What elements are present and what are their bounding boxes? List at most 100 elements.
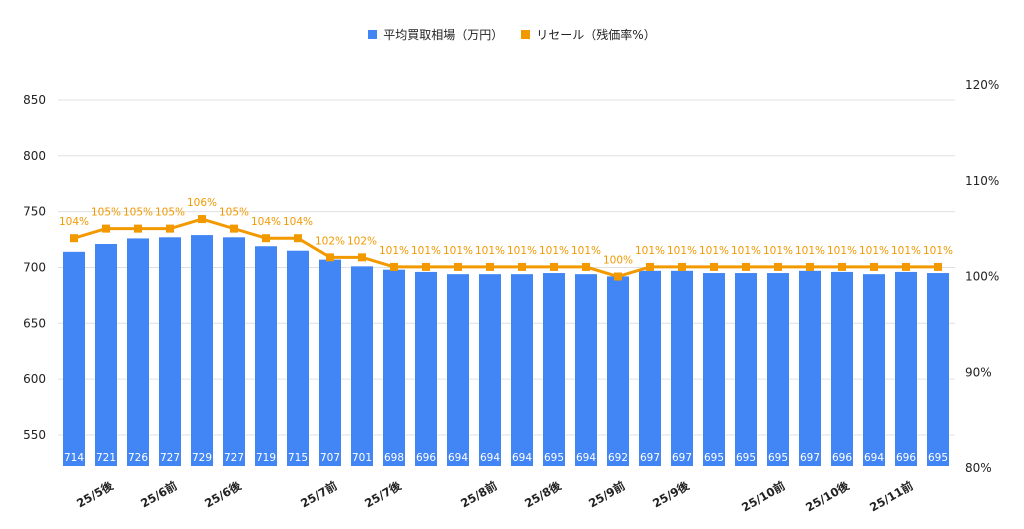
line-value-label: 101% xyxy=(795,245,825,257)
line-point xyxy=(166,224,174,233)
bar-value-label: 701 xyxy=(352,452,372,464)
bar-value-label: 696 xyxy=(416,452,436,464)
line-value-label: 101% xyxy=(635,245,665,257)
bar xyxy=(415,271,437,466)
bar-value-label: 729 xyxy=(192,452,212,464)
line-value-label: 101% xyxy=(699,245,729,257)
line-point xyxy=(934,262,942,271)
left-tick-label: 550 xyxy=(23,428,46,442)
bar-value-label: 695 xyxy=(544,452,564,464)
line-value-label: 101% xyxy=(923,245,953,257)
bar-value-label: 694 xyxy=(864,452,884,464)
bar xyxy=(383,269,405,466)
line-point xyxy=(294,234,302,243)
line-point xyxy=(486,262,494,271)
legend-item-bar[interactable]: 平均買取相場（万円） xyxy=(368,26,503,43)
bar-value-label: 726 xyxy=(128,452,148,464)
bar xyxy=(799,270,821,466)
bar xyxy=(127,238,149,466)
line-point xyxy=(806,262,814,271)
x-tick-label: 25/6後 xyxy=(202,478,244,510)
bar xyxy=(159,237,181,466)
line-point xyxy=(838,262,846,271)
bar-value-label: 697 xyxy=(640,452,660,464)
line-point xyxy=(422,262,430,271)
line-point xyxy=(614,272,622,281)
bar-value-label: 714 xyxy=(64,452,84,464)
line-point xyxy=(70,234,78,243)
bar-value-label: 695 xyxy=(768,452,788,464)
line-point xyxy=(262,234,270,243)
bar-value-label: 694 xyxy=(512,452,532,464)
x-tick-label: 25/6前 xyxy=(138,478,180,510)
right-tick-label: 100% xyxy=(965,270,999,284)
left-tick-label: 850 xyxy=(23,93,46,107)
bar-value-label: 698 xyxy=(384,452,404,464)
bar xyxy=(703,273,725,466)
legend-label-line: リセール（残価率%） xyxy=(536,28,656,42)
bar xyxy=(767,273,789,466)
legend-item-line[interactable]: リセール（残価率%） xyxy=(521,26,656,43)
line-point xyxy=(870,262,878,271)
line-point xyxy=(518,262,526,271)
left-tick-label: 750 xyxy=(23,205,46,219)
bar-value-label: 694 xyxy=(480,452,500,464)
bar xyxy=(831,271,853,466)
line-point xyxy=(742,262,750,271)
bar-value-label: 727 xyxy=(224,452,244,464)
right-tick-label: 90% xyxy=(965,365,992,379)
line-value-label: 101% xyxy=(859,245,889,257)
bar xyxy=(543,273,565,466)
bar xyxy=(479,274,501,466)
line-value-label: 101% xyxy=(891,245,921,257)
line-value-label: 104% xyxy=(59,216,89,228)
right-tick-label: 120% xyxy=(965,78,999,92)
line-value-label: 102% xyxy=(315,235,345,247)
line-value-label: 105% xyxy=(91,207,121,219)
line-point xyxy=(102,224,110,233)
line-value-label: 100% xyxy=(603,255,633,267)
left-tick-label: 800 xyxy=(23,149,46,163)
bar-value-label: 694 xyxy=(448,452,468,464)
bar xyxy=(319,259,341,466)
bar xyxy=(351,266,373,466)
x-tick-label: 25/9前 xyxy=(586,478,628,510)
x-tick-label: 25/9後 xyxy=(650,478,692,510)
x-tick-label: 25/5後 xyxy=(74,478,116,510)
line-point xyxy=(902,262,910,271)
line-point xyxy=(198,215,206,224)
line-value-label: 105% xyxy=(123,207,153,219)
line-value-label: 105% xyxy=(155,207,185,219)
line-value-label: 106% xyxy=(187,197,217,209)
line-value-label: 101% xyxy=(667,245,697,257)
bar-value-label: 692 xyxy=(608,452,628,464)
line-value-label: 105% xyxy=(219,207,249,219)
bar xyxy=(575,274,597,466)
line-point xyxy=(550,262,558,271)
line-value-label: 101% xyxy=(475,245,505,257)
bar-value-label: 719 xyxy=(256,452,276,464)
legend: 平均買取相場（万円） リセール（残価率%） xyxy=(0,26,1024,43)
bar xyxy=(287,250,309,466)
line-value-label: 101% xyxy=(763,245,793,257)
bar xyxy=(447,274,469,466)
bar xyxy=(95,244,117,466)
bar-value-label: 697 xyxy=(672,452,692,464)
line-value-label: 102% xyxy=(347,235,377,247)
bar xyxy=(671,270,693,466)
bar xyxy=(895,271,917,466)
right-tick-label: 110% xyxy=(965,174,999,188)
line-point xyxy=(134,224,142,233)
bar-value-label: 696 xyxy=(896,452,916,464)
x-tick-label: 25/7前 xyxy=(298,478,340,510)
line-value-label: 101% xyxy=(443,245,473,257)
legend-swatch-line xyxy=(521,30,531,39)
line-point xyxy=(774,262,782,271)
left-tick-label: 700 xyxy=(23,260,46,274)
bar-value-label: 694 xyxy=(576,452,596,464)
bar xyxy=(607,276,629,466)
bar xyxy=(511,274,533,466)
bar xyxy=(639,270,661,466)
bar xyxy=(863,274,885,466)
bar-value-label: 715 xyxy=(288,452,308,464)
